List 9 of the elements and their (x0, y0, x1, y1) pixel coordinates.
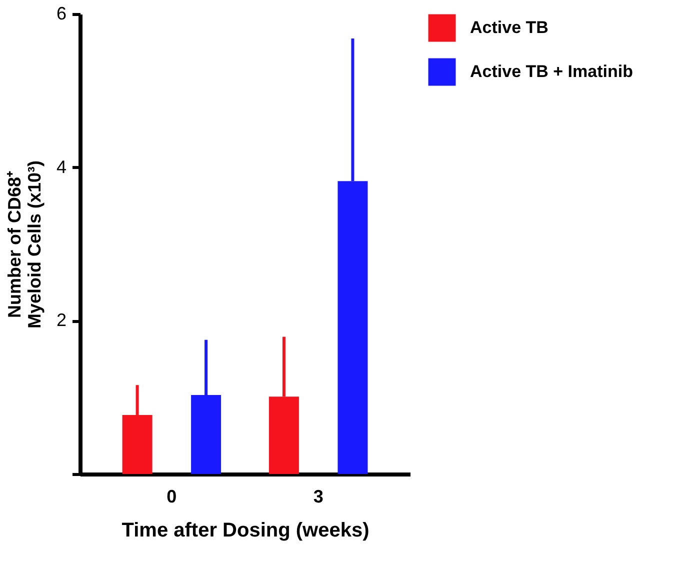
x-axis-title: Time after Dosing (weeks) (122, 520, 370, 542)
x-tick-label: 0 (166, 486, 177, 506)
y-tick-label: 4 (56, 156, 66, 177)
legend-label: Active TB + Imatinib (470, 62, 633, 81)
x-tick-label: 3 (313, 486, 324, 506)
legend-label: Active TB (470, 18, 548, 37)
y-tick-label: 2 (56, 310, 66, 330)
y-axis-title: Number of CD68⁺ Myeloid Cells (x10³) (4, 160, 44, 329)
y-tick-label: 6 (56, 4, 66, 24)
